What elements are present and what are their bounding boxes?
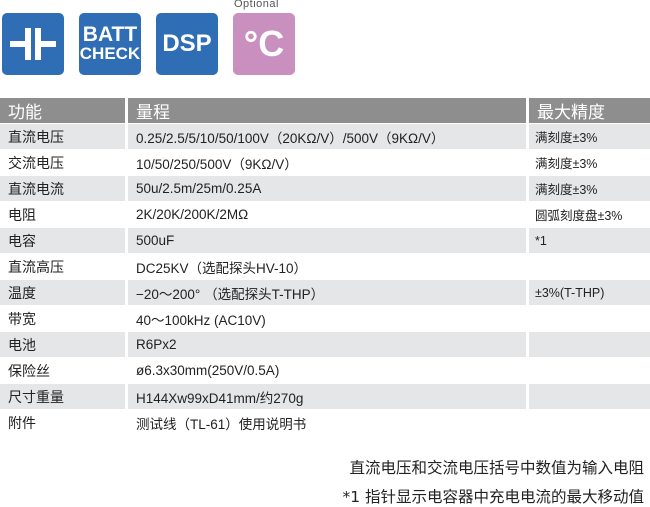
table-row: 保险丝 ø6.3x30mm(250V/0.5A) xyxy=(0,358,650,383)
cell-function: 直流电压 xyxy=(0,124,125,149)
cell-function: 电容 xyxy=(0,228,125,253)
cell-accuracy xyxy=(529,254,650,279)
cell-accuracy xyxy=(529,358,650,383)
cell-range: H144Xw99xD41mm/约270g xyxy=(128,384,526,409)
cell-function: 直流高压 xyxy=(8,259,64,276)
table-row: 附件 测试线（TL-61）使用说明书 xyxy=(0,410,650,435)
table-row: 电容 500uF *1 xyxy=(0,228,650,253)
dsp-icon: DSP xyxy=(156,13,218,75)
cell-range: −20～200° （选配探头T-THP） xyxy=(128,280,526,305)
cell-range: 测试线（TL-61）使用说明书 xyxy=(136,416,307,432)
note-input-resistance: 直流电压和交流电压括号中数值为输入电阻 xyxy=(349,459,644,477)
table-row: 交流电压 10/50/250/500V（9KΩ/V） 满刻度±3% xyxy=(0,150,650,175)
cell-accuracy: 满刻度±3% xyxy=(529,176,650,201)
table-row: 带宽 40～100kHz (AC10V) xyxy=(0,306,650,331)
cell-function: 直流电流 xyxy=(0,176,125,201)
optional-label: Optional xyxy=(234,0,279,10)
capacitor-icon xyxy=(2,13,64,75)
cell-accuracy xyxy=(529,306,650,331)
cell-function: 尺寸重量 xyxy=(0,384,125,409)
batt-check-icon: BATT CHECK xyxy=(79,13,141,75)
batt-label: BATT xyxy=(82,23,138,46)
table-row: 电池 R6Px2 xyxy=(0,332,650,357)
cell-function: 电池 xyxy=(0,332,125,357)
table-row: 温度 −20～200° （选配探头T-THP） ±3%(T-THP) xyxy=(0,280,650,305)
table-row: 尺寸重量 H144Xw99xD41mm/约270g xyxy=(0,384,650,409)
celsius-icon: °C xyxy=(233,13,295,75)
table-row: 电阻 2K/20K/200K/2MΩ 圆弧刻度盘±3% xyxy=(0,202,650,227)
cell-function: 电阻 xyxy=(8,207,36,224)
cell-range: ø6.3x30mm(250V/0.5A) xyxy=(136,363,280,378)
check-label: CHECK xyxy=(79,44,141,63)
cell-function: 保险丝 xyxy=(8,363,50,380)
cell-function: 交流电压 xyxy=(8,155,64,172)
cell-range: 50u/2.5m/25m/0.25A xyxy=(128,176,526,201)
cell-accuracy: *1 xyxy=(529,228,650,253)
note-capacitance: *1 指针显示电容器中充电电流的最大移动值 xyxy=(342,488,644,506)
spec-table: 功能 量程 最大精度 直流电压 0.25/2.5/5/10/50/100V（20K… xyxy=(0,97,650,436)
cell-range: 2K/20K/200K/2MΩ xyxy=(136,207,249,222)
cell-range: R6Px2 xyxy=(128,332,526,357)
table-row: 直流电流 50u/2.5m/25m/0.25A 满刻度±3% xyxy=(0,176,650,201)
cell-accuracy: 满刻度±3% xyxy=(535,157,598,171)
cell-range: DC25KV（选配探头HV-10） xyxy=(136,260,308,276)
cell-accuracy xyxy=(529,410,650,435)
cell-range: 40～100kHz (AC10V) xyxy=(136,312,266,328)
cell-range: 500uF xyxy=(128,228,526,253)
cell-function: 附件 xyxy=(8,415,36,432)
cell-range: 0.25/2.5/5/10/50/100V（20KΩ/V）/500V（9KΩ/V… xyxy=(128,124,526,149)
cell-function: 温度 xyxy=(0,280,125,305)
feature-icons: BATT CHECK DSP Optional °C xyxy=(0,0,650,90)
cell-accuracy xyxy=(529,384,650,409)
header-range: 量程 xyxy=(128,98,526,123)
table-row: 直流电压 0.25/2.5/5/10/50/100V（20KΩ/V）/500V（9… xyxy=(0,124,650,149)
header-accuracy: 最大精度 xyxy=(529,98,650,123)
table-row: 直流高压 DC25KV（选配探头HV-10） xyxy=(0,254,650,279)
dsp-label: DSP xyxy=(162,30,212,57)
celsius-label: °C xyxy=(243,23,285,64)
cell-function: 带宽 xyxy=(8,311,36,328)
cell-accuracy xyxy=(529,332,650,357)
cell-accuracy: ±3%(T-THP) xyxy=(529,280,650,305)
table-header: 功能 量程 最大精度 xyxy=(0,98,650,123)
cell-accuracy: 满刻度±3% xyxy=(529,124,650,149)
cell-range: 10/50/250/500V（9KΩ/V） xyxy=(136,156,298,172)
header-function: 功能 xyxy=(0,98,125,123)
cell-accuracy: 圆弧刻度盘±3% xyxy=(535,209,623,223)
